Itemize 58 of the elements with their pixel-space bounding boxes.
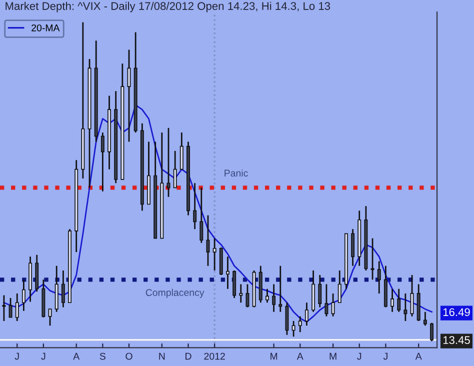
candlestick [166,127,170,198]
x-tick-label: J [357,352,362,360]
x-tick-label: J [383,352,388,360]
candlestick [370,238,374,280]
candlestick [200,187,204,244]
x-tick-label: S [100,352,106,360]
candlestick [2,294,6,322]
candlestick [272,284,276,313]
candlestick [390,288,394,313]
candlestick [212,238,216,272]
ref-line-label: Complacency [146,288,204,298]
candlestick [285,302,289,336]
y-tick-label: 16.49 [443,308,470,316]
line-series [3,104,432,323]
candlestick [22,278,26,312]
x-tick-label: A [415,352,422,360]
legend-label: 20-MA [32,24,60,32]
candlestick [232,270,236,299]
x-tick-label: O [126,352,132,360]
candlestick [246,284,250,308]
candlestick [278,265,282,313]
candlestick [292,320,296,338]
candlestick [48,308,52,326]
x-tick-label: M [330,352,336,360]
candlestick [404,292,408,322]
candlestick [304,302,308,326]
candlestick [100,132,104,192]
chart-title: Market Depth: ^VIX - Daily 17/08/2012 Open 14.23, Hi 14.3, Lo 13 [6,2,330,12]
candlestick [410,274,414,318]
candlestick [239,284,243,304]
candlestick [298,316,302,333]
candlestick [15,292,19,322]
candlestick [61,270,65,308]
x-tick-label: J [41,352,46,360]
candlestick [397,288,401,313]
candlestick [331,292,335,318]
candlestick [193,182,197,230]
x-tick-label: J [14,352,19,360]
candlestick [173,150,177,188]
candlestick [377,260,381,294]
candlestick [338,270,342,304]
candlestick [351,228,355,267]
candlestick [265,288,269,304]
candlestick [226,256,230,290]
ref-line-label: Panic [224,169,248,177]
x-tick-label: A [296,352,304,360]
candlestick [180,132,184,170]
x-tick-label: A [73,352,80,360]
candlestick [324,284,328,318]
candlestick [423,311,427,326]
x-tick-label: M [270,352,278,360]
x-tick-label: 2012 [204,352,225,360]
candlestick [8,297,12,318]
candlestick [318,274,322,308]
candlestick [430,322,434,342]
y-tick-label: 13.45 [443,336,470,344]
x-tick-label: D [186,352,192,360]
x-tick-label: N [159,352,165,360]
